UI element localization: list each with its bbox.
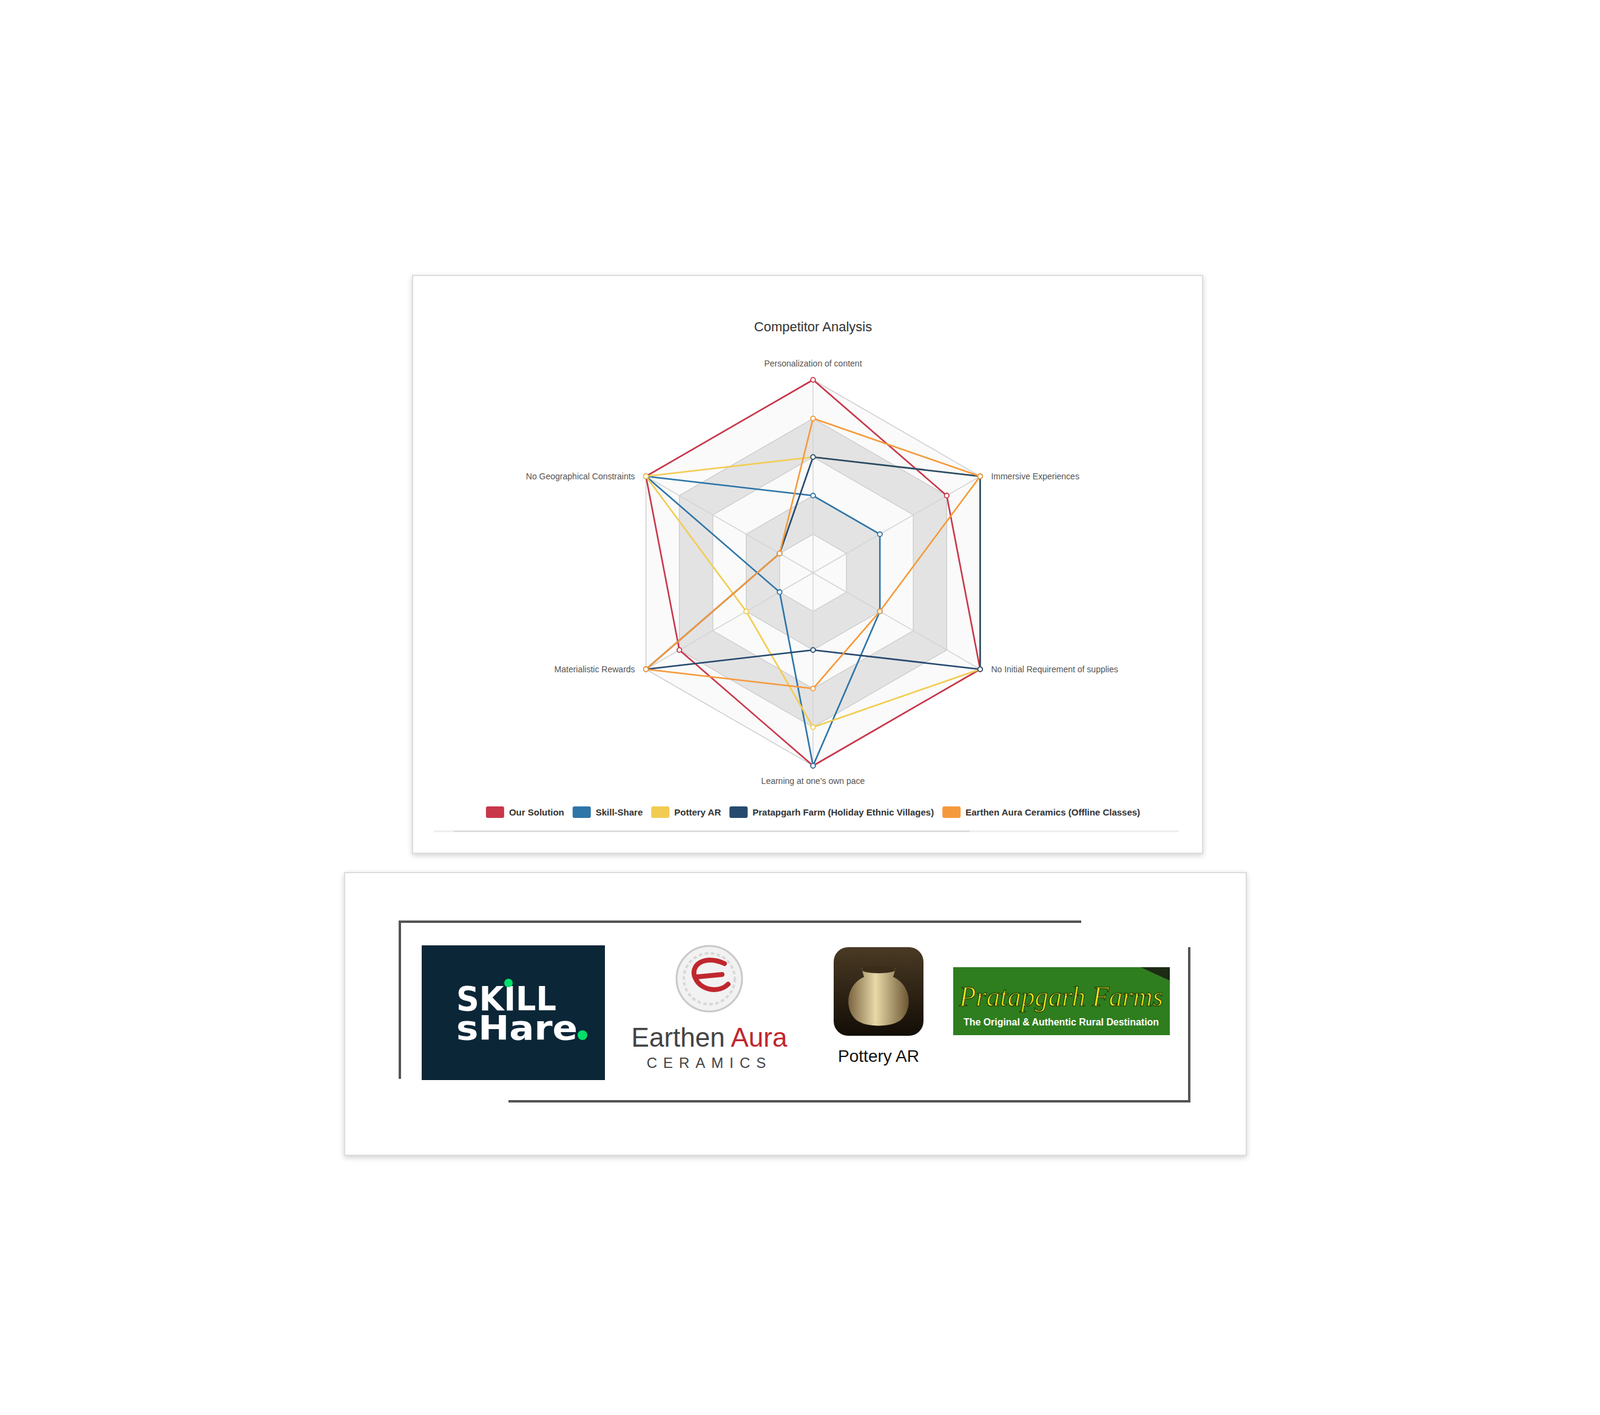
divider [453,830,970,832]
series-point [978,666,983,672]
logo-panel [344,872,1247,1156]
skillshare-text: sHare [456,1007,578,1048]
legend-swatch [942,806,961,818]
series-point [810,493,816,499]
earthen-emblem [683,953,735,1005]
series-point [643,666,649,672]
series-point [978,666,983,672]
series-point [978,473,983,479]
axis-label: Personalization of content [763,358,862,369]
skillshare-logo [421,945,605,1081]
grid-band [646,379,981,766]
pottery-vase [848,968,909,1027]
axis-label: Materialistic Rewards [554,664,636,675]
earthen-word: Earthen [631,1022,732,1053]
series-point [877,609,883,615]
page: Competitor Analysis Personalization of co… [0,0,1600,1415]
axis-label: Learning at one's own pace [761,776,866,786]
series-point [777,550,783,556]
chart-title: Competitor Analysis [754,319,872,335]
skillshare-dot [504,978,513,988]
series-point [810,377,816,383]
series-point [877,609,883,615]
legend: Our Solution Skill-Share Pottery AR Pratapg… [486,806,1141,818]
earthen-emblem [694,959,729,990]
legend-swatch [729,806,748,818]
spoke [813,572,980,670]
series-point [643,473,649,479]
legend-label: Skill-Share [595,806,644,818]
earthen-subtitle: CERAMICS [646,1054,773,1071]
legend-label: Our Solution [509,806,565,818]
earthen-emblem [676,945,743,1012]
series-line [646,418,981,689]
pottery-label: Pottery AR [837,1046,920,1066]
series-point [677,647,682,653]
series-line [646,379,981,766]
legend-label: Pratapgarh Farm (Holiday Ethnic Villages… [752,806,934,818]
pratapgarh-tagline: The Original & Authentic Rural Destinati… [963,1016,1159,1028]
series-point [810,416,816,422]
spoke [646,476,814,573]
series-point [810,763,816,769]
series-line [646,456,981,727]
pratapgarh-corner [1140,967,1170,981]
chart-panel [412,275,1203,854]
series-point [810,454,816,460]
earthen-name: Earthen Aura [631,1022,788,1053]
axis-label: Immersive Experiences [990,471,1080,482]
series-point [978,473,983,479]
series-point [978,473,983,479]
skillshare-dot [577,1030,588,1040]
pratapgarh-name: Pratapgarh Farms [958,981,1164,1013]
series-point [810,725,816,730]
series-point [810,454,816,460]
series-point [777,550,783,556]
axis-label: No Geographical Constraints [526,471,636,482]
earthen-word: Aura [730,1022,787,1053]
pottery-icon [833,947,924,1036]
series-point [810,647,816,653]
series-point [810,763,816,769]
series-point [978,666,983,672]
spoke [812,572,814,766]
divider [433,830,1179,833]
spoke [812,379,814,573]
axis-label: No Initial Requirement of supplies [990,664,1118,675]
legend-label: Earthen Aura Ceramics (Offline Classes) [965,806,1141,818]
legend-swatch [486,806,505,818]
series-point [743,609,749,615]
spoke [646,572,814,670]
series-point [643,473,649,479]
series-point [777,589,783,595]
pottery-vase [861,965,896,974]
series-point [877,532,883,537]
series-point [944,493,950,499]
grid [646,379,981,766]
legend-swatch [572,806,591,818]
series-group [643,377,983,769]
series-point [643,666,649,672]
legend-swatch [651,806,670,818]
series-line [646,456,981,670]
series-point [810,686,816,692]
series-line [646,476,881,766]
series-point [643,473,649,479]
spoke [813,476,980,573]
grid-ring [646,379,981,766]
bracket [508,947,1190,1102]
legend-label: Pottery AR [674,806,721,818]
pratapgarh-logo [953,967,1170,1036]
